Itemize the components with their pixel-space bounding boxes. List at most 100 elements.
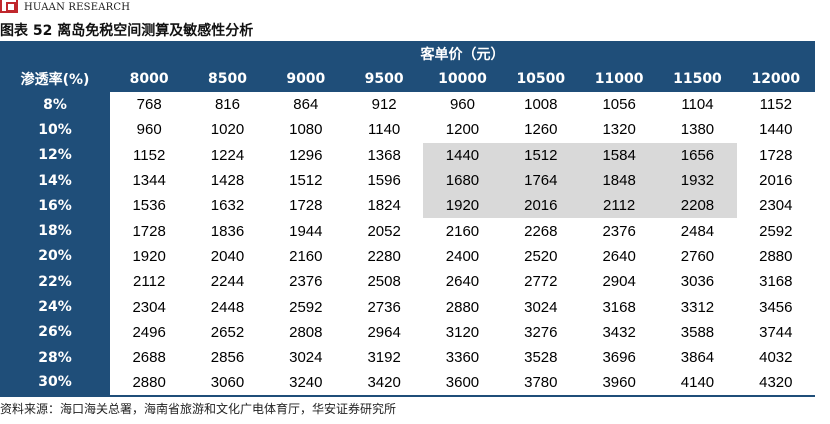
table-cell: 3588 bbox=[680, 323, 715, 341]
table-cell: 3276 bbox=[524, 323, 558, 341]
penetration-rate-label: 26% bbox=[0, 319, 110, 345]
table-cell: 2400 bbox=[445, 247, 480, 265]
table-cell: 2508 bbox=[367, 273, 401, 291]
table-cell: 2304 bbox=[132, 298, 166, 316]
price-column-header: 11000 bbox=[579, 66, 659, 92]
table-cell: 2304 bbox=[759, 197, 793, 215]
price-column-header: 11500 bbox=[658, 66, 737, 92]
table-cell: 768 bbox=[136, 96, 162, 114]
table-cell: 3432 bbox=[602, 323, 636, 341]
table-cell: 1020 bbox=[210, 121, 245, 139]
penetration-rate-label: 22% bbox=[0, 269, 110, 295]
table-cell: 2112 bbox=[133, 273, 166, 291]
table-cell: 3036 bbox=[680, 273, 715, 291]
table-cell: 2112 bbox=[579, 193, 659, 219]
table-cell: 1512 bbox=[501, 142, 580, 168]
table-row: 28% 2688 2856 3024 3192 3360 3528 3696 3864 4032 bbox=[0, 344, 815, 371]
table-cell: 1512 bbox=[289, 172, 323, 190]
table-cell: 1920 bbox=[132, 247, 166, 265]
table-cell: 2376 bbox=[602, 222, 636, 240]
table-cell: 1728 bbox=[289, 197, 323, 215]
table-cell: 1932 bbox=[658, 167, 737, 194]
table-cell: 3600 bbox=[423, 370, 502, 397]
table-cell: 2280 bbox=[367, 247, 401, 265]
penetration-rate-label: 8% bbox=[0, 92, 110, 118]
table-cell: 1584 bbox=[579, 142, 659, 168]
table-row: 14% 1344 1428 1512 1596 1680 1764 1848 1932 2016 bbox=[0, 167, 815, 194]
table-row: 24% 2304 2448 2592 2736 2880 3024 3168 3312 3456 bbox=[0, 294, 815, 320]
penetration-rate-label: 12% bbox=[0, 142, 110, 168]
table-cell: 3696 bbox=[602, 349, 636, 367]
table-cell: 1008 bbox=[524, 96, 558, 114]
table-cell: 1848 bbox=[579, 167, 659, 194]
table-cell: 2484 bbox=[680, 222, 715, 240]
table-cell: 1824 bbox=[367, 197, 401, 215]
price-column-header: 12000 bbox=[736, 66, 815, 92]
sensitivity-table: 客单价（元） 渗透率(%) 8000 8500 9000 9500 10000 10500… bbox=[0, 41, 815, 397]
table-cell: 3168 bbox=[602, 298, 636, 316]
row-header-label: 渗透率(%) bbox=[0, 66, 110, 92]
table-cell: 3168 bbox=[759, 273, 793, 291]
table-cell: 1596 bbox=[367, 172, 401, 190]
table-cell: 1140 bbox=[368, 121, 401, 139]
table-cell: 2244 bbox=[210, 273, 245, 291]
table-cell: 2760 bbox=[680, 247, 715, 265]
penetration-rate-label: 10% bbox=[0, 117, 110, 143]
table-cell: 2880 bbox=[445, 298, 480, 316]
table-cell: 3060 bbox=[188, 370, 267, 397]
table-cell: 3024 bbox=[289, 349, 323, 367]
table-cell: 2520 bbox=[524, 247, 558, 265]
table-cell: 2640 bbox=[445, 273, 480, 291]
price-column-header: 10500 bbox=[501, 66, 580, 92]
table-cell: 1104 bbox=[681, 96, 714, 114]
table-row: 10% 960 1020 1080 1140 1200 1260 1320 1380 1440 bbox=[0, 117, 815, 143]
table-cell: 1056 bbox=[602, 96, 636, 114]
table-cell: 1080 bbox=[289, 121, 323, 139]
sensitivity-table-wrapper: 客单价（元） 渗透率(%) 8000 8500 9000 9500 10000 10500… bbox=[0, 41, 815, 397]
table-cell: 1428 bbox=[210, 172, 245, 190]
table-cell: 3192 bbox=[367, 349, 401, 367]
source-note: 资料来源：海口海关总署，海南省旅游和文化广电体育厅，华安证券研究所 bbox=[0, 402, 397, 416]
table-cell: 1680 bbox=[423, 167, 502, 194]
table-cell: 1152 bbox=[133, 146, 166, 164]
price-group-header: 客单价（元） bbox=[110, 41, 815, 66]
table-cell: 3120 bbox=[445, 323, 480, 341]
table-cell: 2268 bbox=[524, 222, 558, 240]
huaan-logo-icon bbox=[0, 0, 18, 13]
table-cell: 2160 bbox=[445, 222, 480, 240]
table-row: 16% 1536 1632 1728 1824 1920 2016 2112 2208 2304 bbox=[0, 193, 815, 219]
price-column-header: 9500 bbox=[344, 66, 424, 92]
table-cell: 2040 bbox=[210, 247, 245, 265]
table-cell: 2880 bbox=[110, 370, 189, 397]
price-column-header: 9000 bbox=[266, 66, 345, 92]
table-cell: 1764 bbox=[501, 167, 580, 194]
figure-title: 图表 52 离岛免税空间测算及敏感性分析 bbox=[0, 23, 254, 39]
table-cell: 1836 bbox=[210, 222, 245, 240]
penetration-rate-label: 30% bbox=[0, 370, 110, 397]
table-cell: 1380 bbox=[680, 121, 715, 139]
table-cell: 3744 bbox=[759, 323, 793, 341]
table-cell: 1440 bbox=[423, 142, 502, 168]
price-column-header: 10000 bbox=[423, 66, 502, 92]
table-cell: 1920 bbox=[423, 193, 502, 219]
table-cell: 1656 bbox=[658, 142, 737, 168]
table-cell: 3456 bbox=[759, 298, 793, 316]
table-cell: 1224 bbox=[210, 146, 245, 164]
table-cell: 960 bbox=[449, 96, 475, 114]
table-cell: 2052 bbox=[367, 222, 401, 240]
table-cell: 2448 bbox=[210, 298, 245, 316]
table-cell: 3960 bbox=[579, 370, 659, 397]
table-cell: 1368 bbox=[367, 146, 401, 164]
table-cell: 1728 bbox=[132, 222, 166, 240]
table-cell: 960 bbox=[136, 121, 162, 139]
table-cell: 3864 bbox=[680, 349, 715, 367]
table-cell: 2016 bbox=[759, 172, 793, 190]
penetration-rate-label: 24% bbox=[0, 294, 110, 320]
table-cell: 1344 bbox=[132, 172, 166, 190]
table-cell: 2652 bbox=[210, 323, 245, 341]
corner-cell bbox=[0, 41, 110, 67]
table-cell: 2208 bbox=[658, 193, 737, 219]
table-row: 30% 2880 3060 3240 3420 3600 3780 3960 4140 4320 bbox=[0, 370, 815, 397]
table-cell: 1536 bbox=[132, 197, 166, 215]
table-cell: 1440 bbox=[759, 121, 793, 139]
